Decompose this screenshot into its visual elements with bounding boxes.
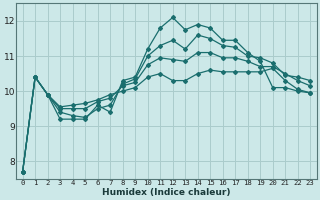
X-axis label: Humidex (Indice chaleur): Humidex (Indice chaleur) — [102, 188, 231, 197]
